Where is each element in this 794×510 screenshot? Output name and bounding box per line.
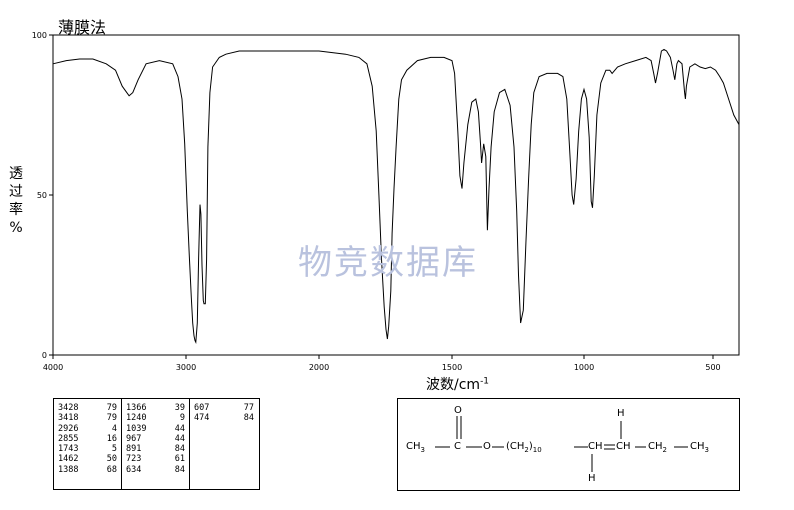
structure-formula: O CH3 C O (CH2)10 CH H CH H CH2 CH3 — [397, 398, 740, 491]
peak-transmittance: 77 — [243, 403, 254, 413]
peak-wavenumber: 3418 — [58, 413, 79, 424]
x-tick-label: 1500 — [442, 363, 462, 372]
peak-table-column: 1366 39 1240 9 1039 44 967 44 891 84 723 61 634 84 — [122, 399, 190, 489]
peak-table-row: 1743 5 — [58, 444, 117, 454]
ir-spectrum-chart: 4000 3000 2000 1500 1000 500 0 50 100 — [32, 31, 740, 372]
peak-wavenumber: 1462 — [58, 454, 79, 465]
atom-o-top: O — [454, 405, 462, 416]
peak-wavenumber: 2926 — [58, 423, 79, 434]
peak-transmittance: 39 — [174, 403, 185, 413]
y-tick-label: 100 — [32, 31, 47, 40]
y-axis-label-char: % — [9, 220, 23, 236]
x-axis-label-exponent: -1 — [480, 376, 490, 387]
axis-ticks: 4000 3000 2000 1500 1000 500 0 50 100 — [32, 31, 721, 372]
peak-transmittance: 16 — [106, 433, 117, 444]
peak-table-row: 1240 9 — [126, 413, 185, 423]
x-tick-label: 2000 — [309, 363, 329, 372]
peak-table-row: 1462 50 — [58, 454, 117, 464]
structure-bonds — [435, 416, 688, 472]
watermark: 物竞数据库 — [298, 243, 478, 283]
x-axis-label: 波数/cm-1 — [426, 374, 489, 394]
peak-wavenumber: 723 — [126, 454, 142, 465]
peak-transmittance: 9 — [179, 413, 185, 424]
atom-ch-alkene-1: CH — [588, 441, 603, 452]
paren: ( — [506, 441, 510, 452]
peak-table-row: 3428 79 — [58, 403, 117, 413]
atom-h-bottom: H — [588, 473, 596, 484]
y-axis-label-char: 率 — [9, 202, 23, 218]
peak-table-row: 1039 44 — [126, 424, 185, 434]
peak-wavenumber: 891 — [126, 444, 142, 455]
atom-subscript: 2 — [524, 446, 529, 454]
atom-label: CH — [690, 441, 705, 452]
atom-h-top: H — [617, 408, 625, 419]
paren: ) — [528, 441, 533, 452]
y-axis-label: 透 过 率 % — [6, 165, 26, 237]
peak-transmittance: 68 — [106, 464, 117, 475]
atom-ch2-right: CH2 — [648, 441, 667, 454]
atom-ch3-right: CH3 — [690, 441, 709, 454]
peak-transmittance: 44 — [174, 423, 185, 434]
peak-table: 3428 79 3418 79 2926 4 2855 16 1743 5 1462 50 1388 68… — [53, 398, 260, 490]
peak-table-row: 634 84 — [126, 465, 185, 475]
peak-transmittance: 84 — [174, 464, 185, 475]
x-tick-label: 1000 — [574, 363, 594, 372]
atom-label: CH — [509, 441, 525, 452]
peak-table-row: 607 77 — [194, 403, 254, 413]
y-tick-label: 50 — [37, 191, 47, 200]
peak-transmittance: 84 — [174, 444, 185, 455]
peak-table-column: 607 77 474 84 — [190, 399, 258, 489]
peak-table-column: 3428 79 3418 79 2926 4 2855 16 1743 5 1462 50 1388 68 — [54, 399, 122, 489]
peak-wavenumber: 2855 — [58, 433, 79, 444]
x-tick-label: 500 — [705, 363, 720, 372]
peak-table-row: 1366 39 — [126, 403, 185, 413]
atom-subscript: 2 — [662, 446, 667, 454]
atom-label: CH — [406, 441, 421, 452]
peak-wavenumber: 1743 — [58, 444, 79, 455]
peak-transmittance: 79 — [106, 413, 117, 424]
x-tick-label: 3000 — [176, 363, 196, 372]
atom-label: CH — [648, 441, 663, 452]
peak-table-row: 1388 68 — [58, 465, 117, 475]
peak-transmittance: 5 — [111, 444, 117, 455]
peak-transmittance: 79 — [106, 403, 117, 413]
peak-table-row: 723 61 — [126, 454, 185, 464]
atom-o-ester: O — [483, 441, 491, 452]
peak-wavenumber: 474 — [194, 413, 210, 424]
spectrum-line — [52, 48, 740, 345]
x-axis-label-text: 波数/cm — [426, 377, 481, 393]
peak-transmittance: 61 — [174, 454, 185, 465]
peak-wavenumber: 3428 — [58, 403, 79, 413]
peak-wavenumber: 967 — [126, 433, 142, 444]
plot-frame — [52, 34, 740, 356]
peak-table-row: 474 84 — [194, 413, 254, 423]
atom-ch-alkene-2: CH — [616, 441, 631, 452]
peak-table-row: 2926 4 — [58, 424, 117, 434]
atom-c-carbonyl: C — [454, 441, 461, 452]
x-tick-label: 4000 — [43, 363, 63, 372]
atom-ch3-left: CH3 — [406, 441, 425, 454]
peak-transmittance: 4 — [111, 423, 117, 434]
y-axis-label-char: 透 — [9, 166, 23, 182]
atom-subscript: 3 — [420, 446, 425, 454]
page-title: 薄膜法 — [58, 18, 107, 37]
peak-table-row: 891 84 — [126, 444, 185, 454]
peak-wavenumber: 1240 — [126, 413, 147, 424]
peak-transmittance: 84 — [243, 413, 254, 424]
peak-transmittance: 50 — [106, 454, 117, 465]
peak-wavenumber: 1039 — [126, 423, 147, 434]
peak-transmittance: 44 — [174, 433, 185, 444]
peak-table-row: 967 44 — [126, 434, 185, 444]
y-axis-label-char: 过 — [9, 184, 23, 200]
peak-table-row: 3418 79 — [58, 413, 117, 423]
peak-wavenumber: 607 — [194, 403, 210, 413]
peak-wavenumber: 1388 — [58, 464, 79, 475]
chain-count: 10 — [532, 446, 542, 454]
y-tick-label: 0 — [42, 351, 47, 360]
peak-table-row: 2855 16 — [58, 434, 117, 444]
peak-wavenumber: 1366 — [126, 403, 147, 413]
peak-wavenumber: 634 — [126, 464, 142, 475]
chain-group: (CH2)10 — [506, 441, 542, 454]
atom-subscript: 3 — [704, 446, 709, 454]
